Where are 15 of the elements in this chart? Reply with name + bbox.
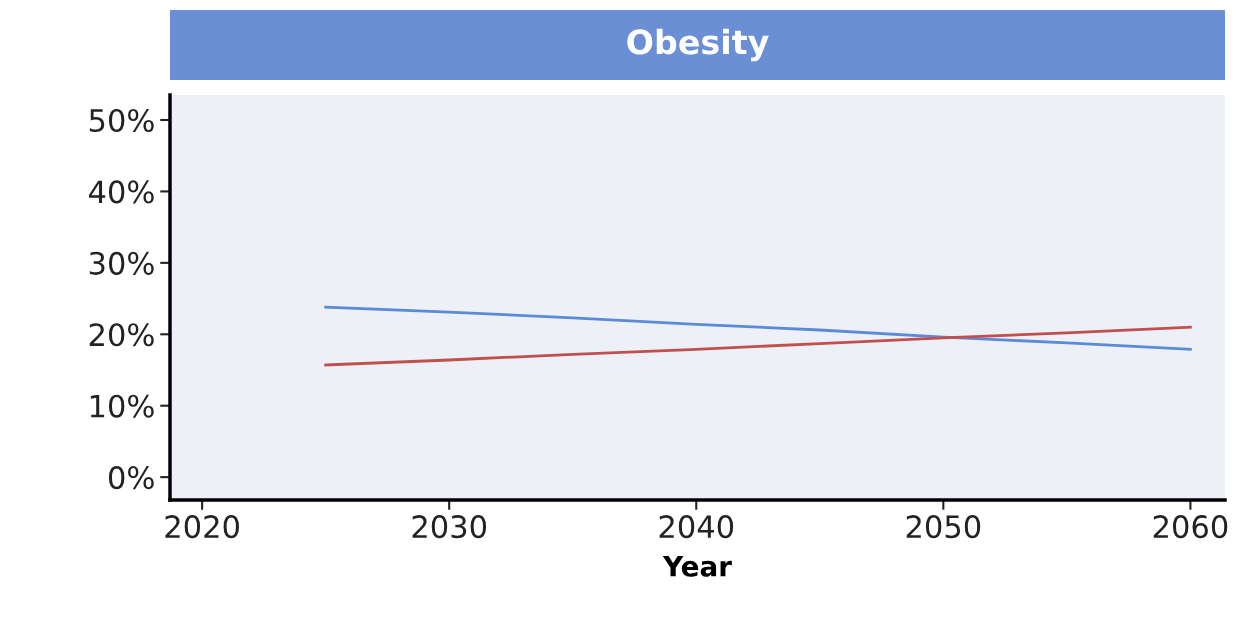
line-series	[324, 325, 1192, 367]
line-series	[324, 305, 1192, 351]
x-tick-label: 2050	[906, 515, 981, 539]
chart-title: Obesity	[627, 28, 769, 62]
y-tick-label: 30%	[89, 251, 154, 275]
y-tick-label: 0%	[108, 466, 154, 490]
y-tick-label: 50%	[89, 108, 154, 133]
x-tick-label: 2060	[1153, 515, 1228, 539]
x-tick-label: 2040	[659, 515, 734, 539]
x-tick-label: 2030	[412, 515, 487, 539]
y-tick-label: 20%	[89, 323, 154, 347]
x-tick-label: 2020	[165, 515, 239, 539]
y-tick-label: 10%	[90, 394, 154, 418]
x-axis-title: Year	[662, 556, 732, 577]
y-tick-label: 40%	[89, 180, 154, 204]
